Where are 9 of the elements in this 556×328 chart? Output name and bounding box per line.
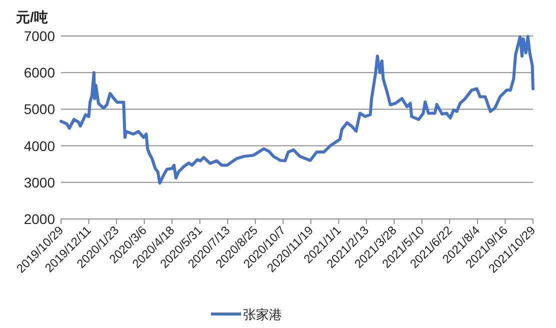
- line-series: [60, 34, 534, 185]
- y-tick-label: 7000: [24, 28, 56, 44]
- y-tick-label: 2000: [24, 211, 56, 227]
- y-tick-label: 3000: [24, 174, 56, 190]
- legend-label: 张家港: [243, 307, 282, 322]
- y-axis-title: 元/吨: [15, 9, 48, 25]
- y-tick-label: 6000: [24, 64, 56, 81]
- y-tick-label: 4000: [24, 138, 56, 154]
- y-tick-label: 5000: [24, 101, 56, 118]
